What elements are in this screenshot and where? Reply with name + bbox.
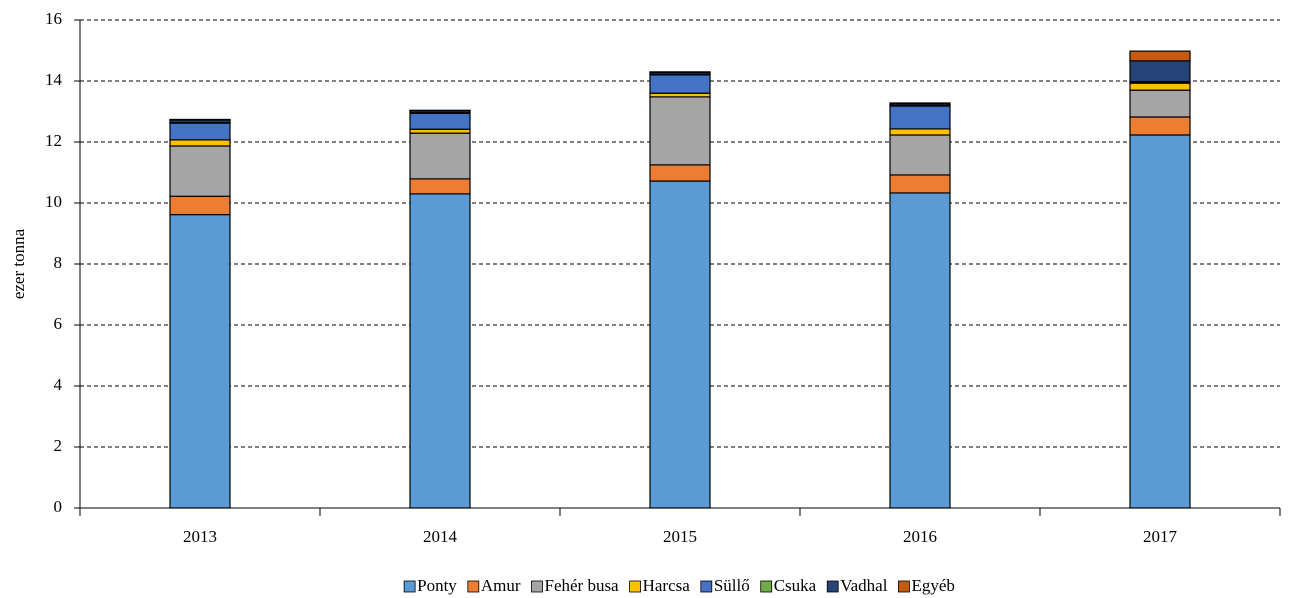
bar-segment [889, 105, 951, 130]
bar-segment [169, 139, 231, 147]
bar-segment [889, 102, 951, 105]
x-tick-label: 2016 [903, 527, 937, 546]
legend-swatch [700, 580, 713, 593]
y-tick-label: 12 [45, 131, 62, 150]
bar-segment [409, 112, 471, 130]
bar-segment [169, 118, 231, 121]
legend-label: Harcsa [643, 576, 691, 595]
y-tick-label: 6 [54, 314, 63, 333]
bar-segment [889, 134, 951, 176]
bar-segment [649, 180, 711, 509]
bar-segment [169, 122, 231, 141]
y-tick-label: 4 [54, 375, 63, 394]
bar-segment [889, 128, 951, 136]
legend-swatch [403, 580, 416, 593]
bar-segment [649, 74, 711, 94]
bar-segment [169, 195, 231, 216]
y-tick-label: 2 [54, 436, 63, 455]
bar-segment [409, 178, 471, 195]
bar-segment [889, 192, 951, 509]
legend-swatch [826, 580, 839, 593]
legend-label: Amur [481, 576, 521, 595]
y-tick-label: 10 [45, 192, 62, 211]
legend-label: Vadhal [840, 576, 887, 595]
bar-segment [1129, 134, 1191, 509]
bar-segment [1129, 60, 1191, 83]
bar-segment [649, 164, 711, 182]
legend-swatch [531, 580, 543, 593]
legend-swatch [760, 580, 773, 593]
legend-swatch [629, 580, 642, 593]
bar-segment [169, 213, 231, 509]
x-tick-label: 2015 [663, 527, 697, 546]
bar-segment [409, 193, 471, 509]
bar-segment [1129, 89, 1191, 118]
bar-segment [889, 174, 951, 194]
bar-segment [1129, 116, 1191, 136]
bar-segment [169, 145, 231, 197]
legend-label: Ponty [417, 576, 457, 595]
y-axis-label: ezer tonna [9, 228, 28, 299]
y-tick-label: 14 [45, 70, 63, 89]
legend-label: Süllő [714, 576, 750, 595]
legend-swatch [467, 580, 480, 593]
y-tick-label: 8 [54, 253, 63, 272]
bar-segment [409, 132, 471, 180]
y-tick-label: 0 [54, 497, 63, 516]
bar-segment [1129, 82, 1191, 91]
legend-label: Egyéb [911, 576, 954, 595]
bar-segment [649, 96, 711, 166]
legend-label: Csuka [774, 576, 817, 595]
bar-segment [409, 109, 471, 112]
legend-swatch [898, 580, 910, 593]
x-tick-label: 2014 [423, 527, 458, 546]
x-tick-label: 2017 [1143, 527, 1178, 546]
y-tick-label: 16 [45, 9, 62, 28]
bar-segment [1129, 50, 1191, 62]
bar-segment [649, 71, 711, 74]
x-tick-label: 2013 [183, 527, 217, 546]
legend-label: Fehér busa [544, 576, 619, 595]
